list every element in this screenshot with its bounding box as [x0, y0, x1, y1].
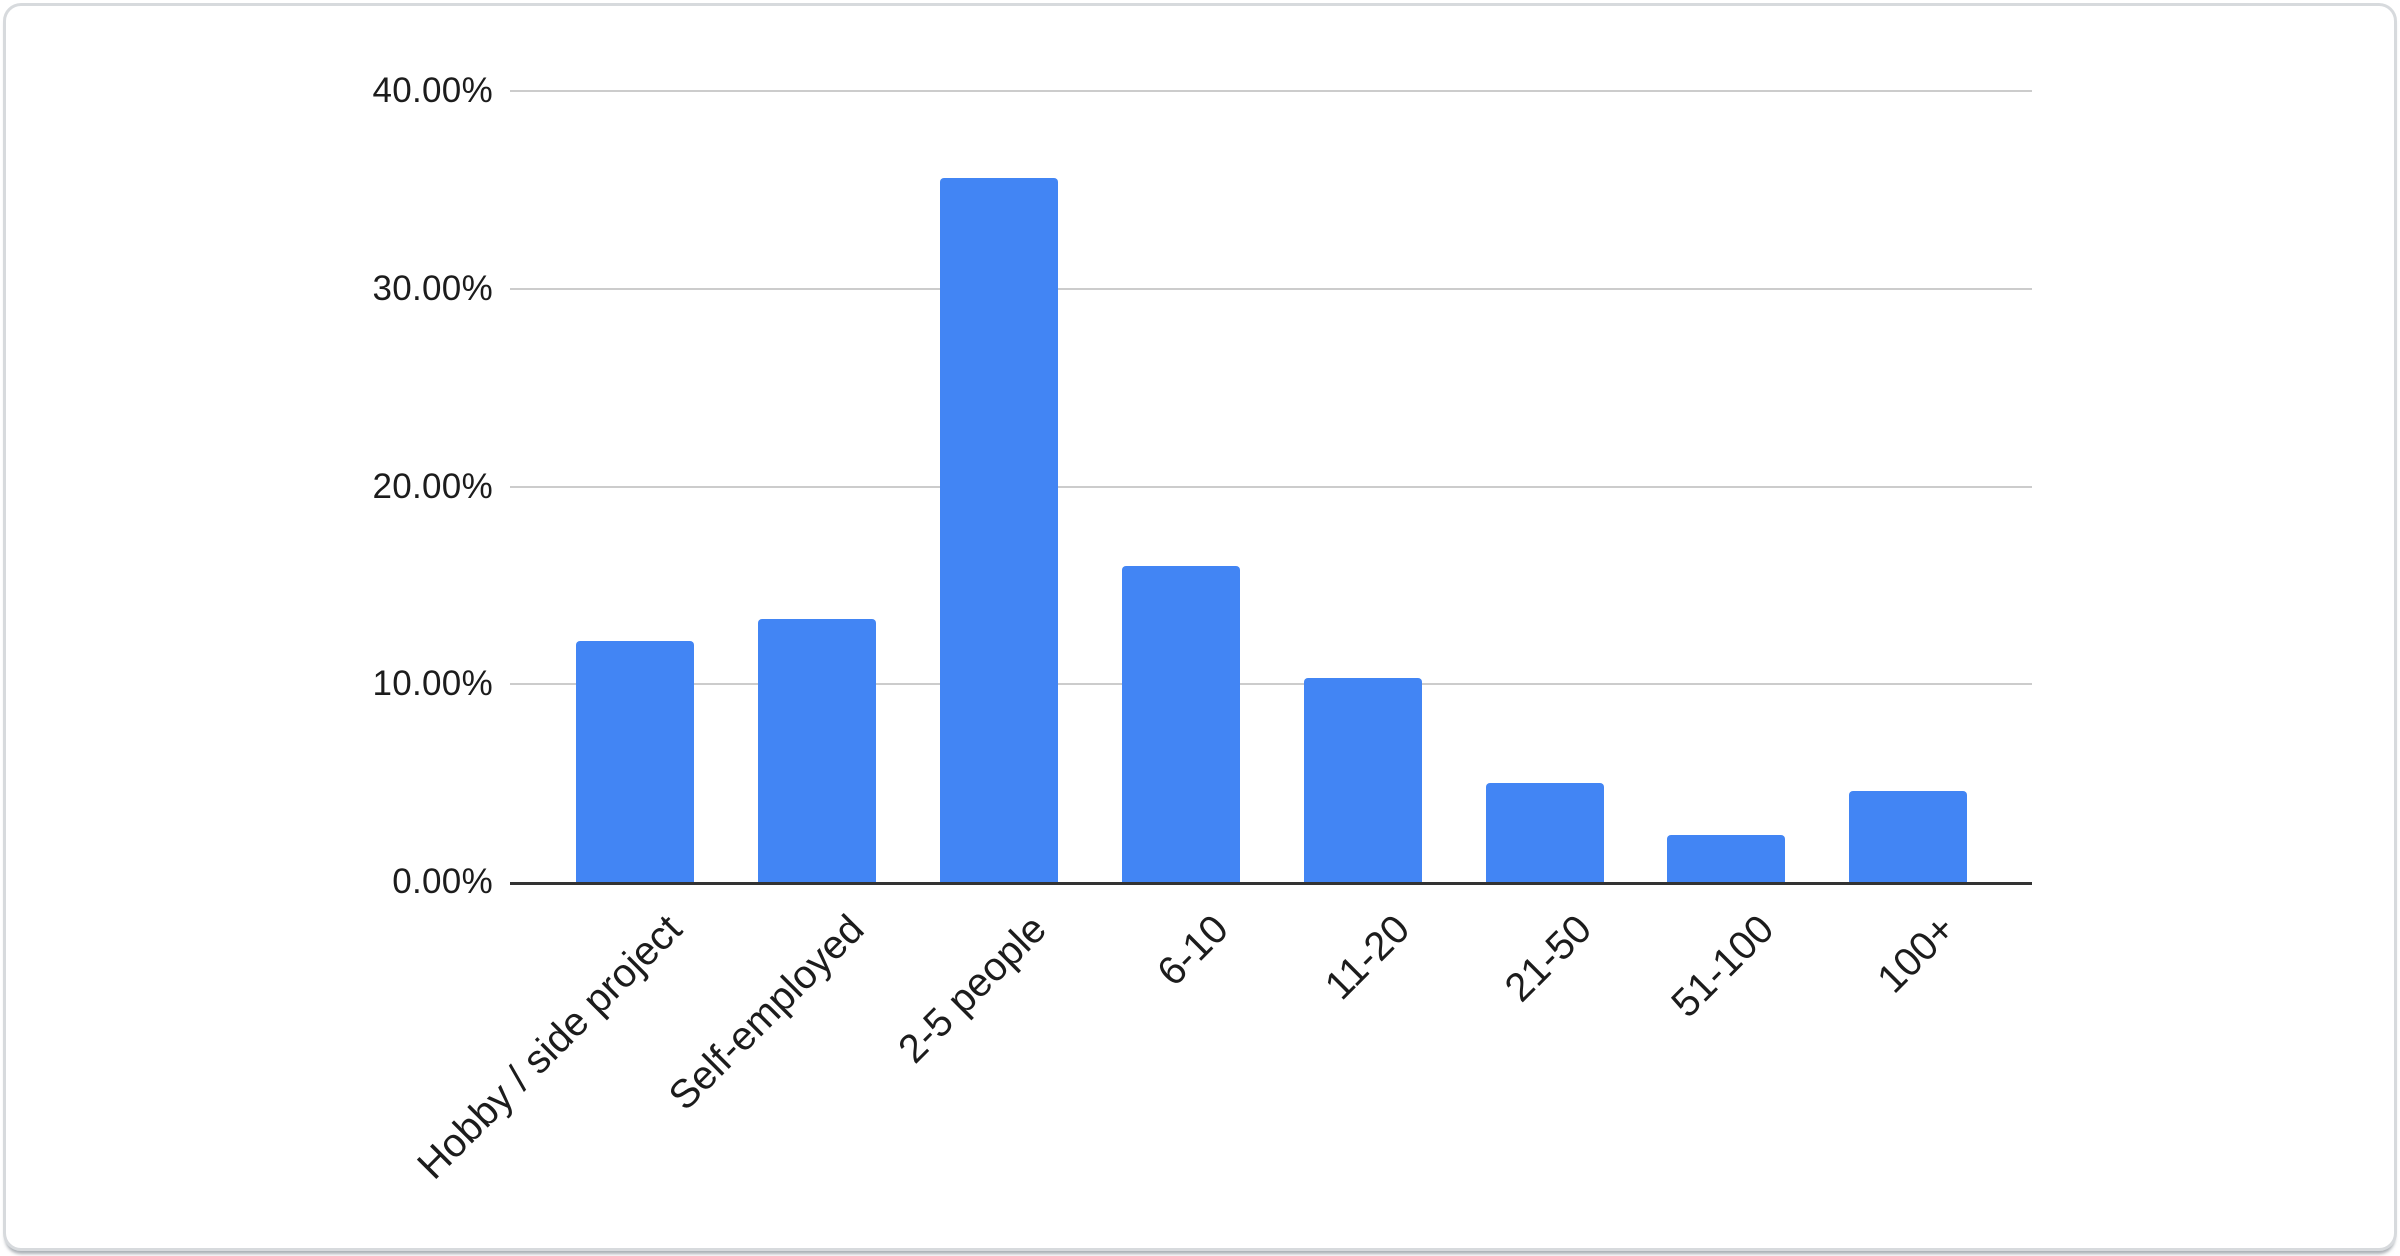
x-axis-label-self-employed: Self-employed — [660, 906, 873, 1119]
y-axis-tick-label-40-percent: 40.00% — [372, 71, 493, 110]
gridline-40-percent — [510, 90, 2032, 92]
y-axis-tick-label-10-percent: 10.00% — [372, 664, 493, 704]
x-axis-line — [510, 882, 2032, 885]
gridline-10-percent — [510, 683, 2032, 686]
x-axis-label-11-20: 11-20 — [1317, 906, 1419, 1009]
bar-21-50[interactable] — [1485, 783, 1604, 882]
y-axis-tick-label-0-percent: 0.00% — [392, 862, 493, 901]
y-axis-tick-label-20-percent: 20.00% — [372, 466, 493, 506]
y-axis-tick-label-30-percent: 30.00% — [372, 268, 493, 308]
bar-2-5-people[interactable] — [939, 178, 1058, 882]
x-axis-label-21-50: 21-50 — [1496, 906, 1601, 1011]
x-axis-label-hobby-side-project: Hobby / side project — [409, 906, 691, 1188]
bar-hobby-side-project[interactable] — [576, 640, 694, 882]
bar-6-10[interactable] — [1121, 565, 1240, 882]
x-axis-label-6-10: 6-10 — [1148, 906, 1237, 995]
x-axis-label-100: 100+ — [1869, 906, 1965, 1002]
gridline-30-percent — [510, 287, 2032, 290]
bar-11-20[interactable] — [1303, 678, 1422, 882]
x-axis-label-51-100: 51-100 — [1663, 906, 1783, 1026]
gridline-20-percent — [510, 485, 2032, 488]
bar-self-employed[interactable] — [757, 618, 876, 882]
x-axis-label-2-5-people: 2-5 people — [889, 906, 1055, 1072]
bar-100[interactable] — [1849, 791, 1968, 882]
bar-51-100[interactable] — [1667, 834, 1786, 882]
